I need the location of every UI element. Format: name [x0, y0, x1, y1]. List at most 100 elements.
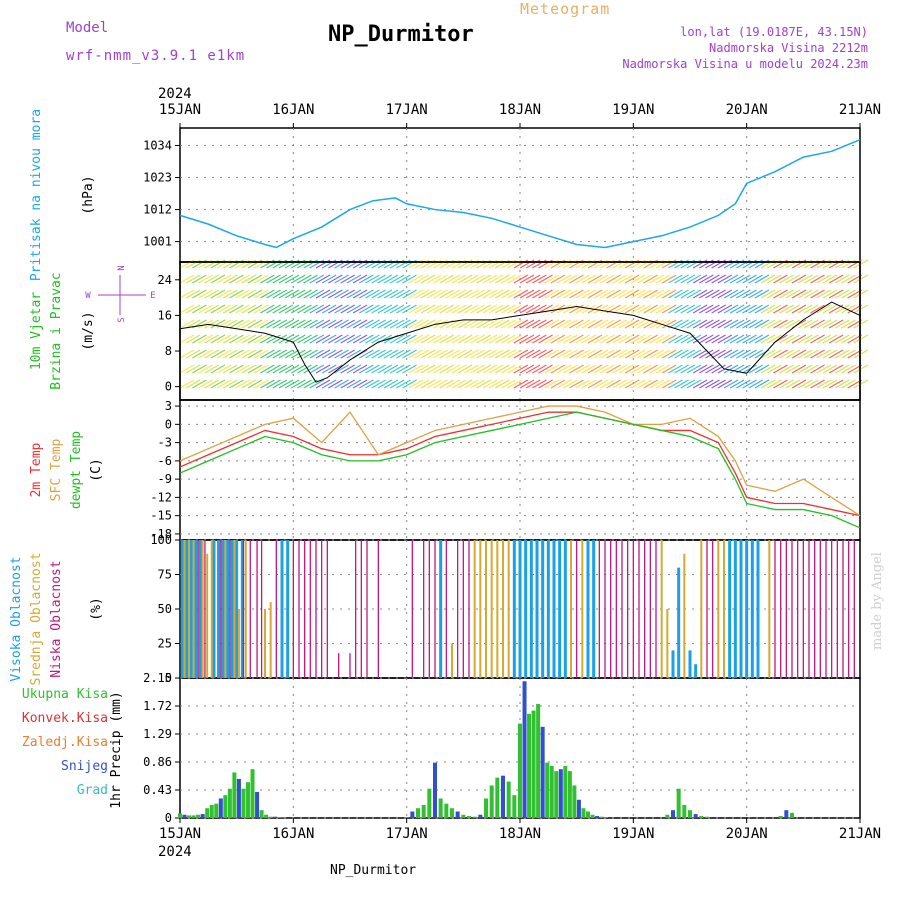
wind-barb	[853, 259, 869, 269]
wind-barb	[816, 289, 832, 299]
wind-barb	[668, 379, 683, 389]
precip-tick-label: 0.86	[143, 755, 172, 769]
wind-barb	[649, 334, 665, 344]
wind-barb	[729, 319, 745, 329]
meteogram-label: Meteogram	[520, 0, 611, 18]
wind-barb	[346, 274, 362, 284]
wind-barb	[853, 379, 869, 389]
wind-barb	[674, 319, 689, 329]
wind-barb	[562, 289, 578, 299]
wind-barb	[562, 364, 578, 374]
wind-barb	[804, 379, 819, 389]
wind-barb	[340, 319, 356, 329]
precip-bar	[595, 816, 600, 818]
wind-barb	[365, 364, 380, 374]
wind-barb	[834, 274, 850, 284]
wind-barb	[507, 334, 522, 344]
wind-barb	[284, 274, 300, 284]
wind-barb	[661, 364, 677, 374]
wind-barb	[185, 289, 201, 299]
wind-barb	[513, 289, 529, 299]
wind-barb	[618, 334, 634, 344]
wind-barb	[309, 364, 325, 374]
legend-graupel: Grad	[77, 783, 108, 798]
wind-barb	[766, 379, 782, 389]
wind-barb	[290, 349, 306, 359]
wind-barb	[810, 304, 825, 314]
wind-barb	[260, 319, 275, 329]
wind-barb	[198, 349, 213, 359]
wind-barb	[766, 319, 782, 329]
temp-tick-label: -9	[158, 472, 172, 486]
wind-barbs-group	[179, 259, 869, 389]
wind-barb	[507, 379, 522, 389]
wind-barb	[371, 319, 386, 329]
precip-bar	[232, 772, 237, 818]
cloud-low-axis-label: Niska Oblacnost	[49, 560, 64, 677]
wind-barb	[247, 379, 263, 389]
wind-barb	[439, 379, 454, 389]
wind-barb	[600, 304, 615, 314]
wind-barb	[550, 319, 566, 329]
wind-barb	[513, 379, 529, 389]
wind-barb	[575, 319, 590, 329]
wind-barb	[408, 379, 424, 389]
wind-barb	[668, 349, 683, 359]
wind-barb	[253, 379, 269, 389]
wind-barb	[457, 364, 473, 374]
wind-barb	[550, 364, 566, 374]
wind-barb	[321, 259, 337, 269]
wind-barb	[630, 349, 646, 359]
wind-barb	[278, 289, 294, 299]
wind-barb	[569, 319, 584, 329]
cloud-tick-label: 0	[165, 671, 172, 685]
wind-barb	[618, 379, 634, 389]
wind-barb	[365, 274, 380, 284]
wind-barb	[828, 379, 844, 389]
wind-barb	[581, 334, 597, 344]
wind-barb	[272, 319, 288, 329]
wind-barb	[402, 349, 417, 359]
wind-barb	[222, 379, 238, 389]
wind-barb	[550, 274, 566, 284]
wind-barb	[810, 259, 825, 269]
wind-barb	[358, 349, 374, 359]
wind-barb	[519, 319, 535, 329]
wind-barb	[810, 379, 825, 389]
wind-barb	[711, 364, 726, 374]
wind-barb	[371, 364, 386, 374]
wind-barb	[532, 379, 547, 389]
precip-bar	[671, 810, 675, 818]
wind-barb	[179, 379, 195, 389]
wind-barb	[742, 259, 757, 269]
wind-barb	[290, 274, 306, 284]
wind-barb	[698, 349, 714, 359]
location-coordinates: lon,lat (19.0187E, 43.15N)	[680, 25, 868, 39]
wind-barb	[241, 274, 257, 284]
wind-barb	[828, 364, 844, 374]
precip-bar	[790, 812, 794, 818]
wind-barb	[408, 259, 424, 269]
wind-barb	[562, 319, 578, 329]
wind-barb	[340, 349, 356, 359]
wind-barb	[216, 334, 232, 344]
wind-barb	[816, 259, 832, 269]
wind-barb	[550, 349, 566, 359]
x-tick-label-top: 18JAN	[499, 102, 541, 118]
wind-barb	[377, 274, 393, 284]
wind-barb	[828, 334, 844, 344]
wind-barb	[229, 259, 244, 269]
wind-barb	[606, 349, 621, 359]
wind-barb	[754, 334, 770, 344]
wind-barb	[383, 274, 399, 284]
wind-barb	[550, 334, 566, 344]
wind-barb	[581, 379, 597, 389]
wind-barb	[532, 364, 547, 374]
wind-barb	[352, 379, 368, 389]
x-tick-label-top: 15JAN	[159, 102, 201, 118]
precip-bar	[416, 808, 420, 818]
wind-barb	[760, 274, 776, 284]
wind-barb	[544, 334, 560, 344]
precip-bar	[527, 713, 532, 818]
